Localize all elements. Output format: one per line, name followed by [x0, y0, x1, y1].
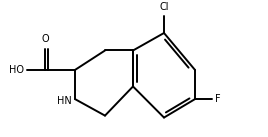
Text: O: O: [41, 34, 49, 44]
Text: F: F: [215, 94, 221, 104]
Text: HN: HN: [57, 96, 72, 106]
Text: Cl: Cl: [159, 2, 169, 12]
Text: HO: HO: [9, 65, 24, 75]
